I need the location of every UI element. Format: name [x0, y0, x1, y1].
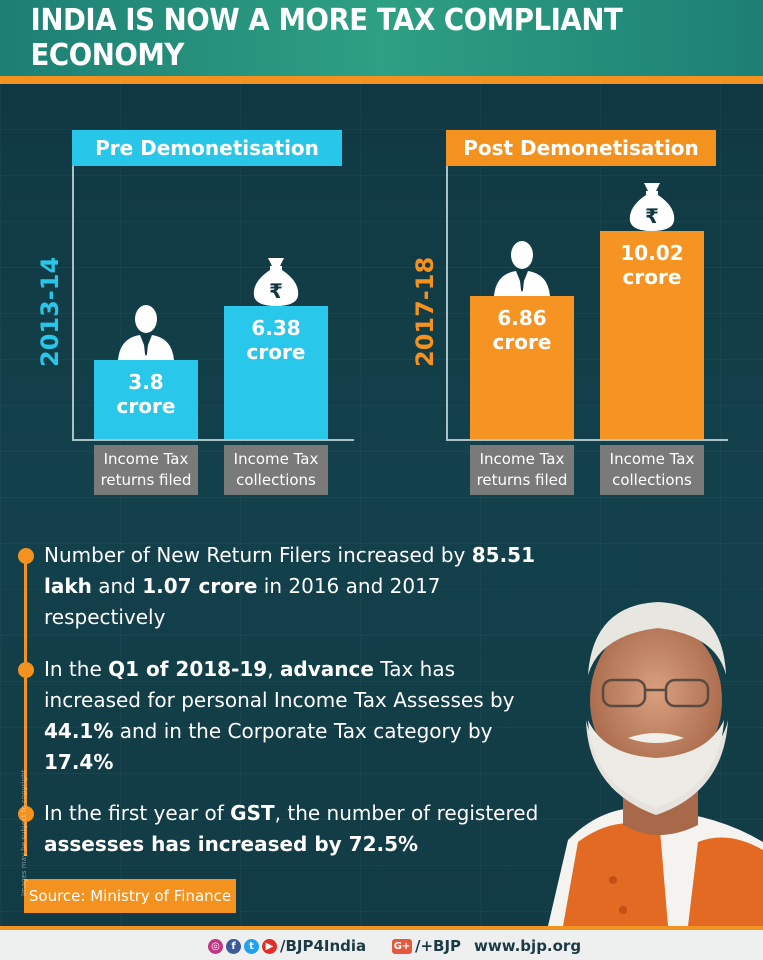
category-text: Income Tax returns filed — [101, 449, 192, 491]
post-chart-y-axis — [446, 166, 448, 440]
bullet-segment: Tax has increased for personal Income Ta… — [44, 657, 515, 712]
bullet-text: In the first year of GST, the number of … — [44, 798, 544, 860]
header-divider — [0, 76, 763, 84]
bullet-timeline — [24, 556, 27, 856]
facebook-icon[interactable]: f — [226, 938, 241, 954]
source-note: Source: Ministry of Finance — [24, 879, 236, 913]
bullet-segment: In the — [44, 657, 109, 681]
bullet-segment: and in the Corporate Tax category by — [113, 719, 493, 743]
instagram-icon[interactable]: ◎ — [208, 938, 223, 954]
page-title: INDIA IS NOW A MORE TAX COMPLIANT ECONOM… — [30, 3, 623, 73]
category-line: collections — [236, 471, 316, 489]
category-line: returns filed — [476, 471, 568, 489]
pre-chart-y-axis — [72, 166, 74, 440]
money-bag-icon: ₹ — [250, 256, 302, 310]
pre-bar-returns-filed — [94, 359, 198, 439]
category-text: Income Tax collections — [234, 449, 319, 491]
svg-text:₹: ₹ — [645, 204, 659, 228]
post-demonetisation-title: Post Demonetisation — [446, 130, 716, 166]
bullet-highlight: 1.07 crore — [142, 574, 258, 598]
pre-category-label: Income Tax returns filed — [94, 445, 198, 495]
person-icon — [492, 240, 552, 300]
handle-text[interactable]: /BJP4India — [280, 937, 367, 955]
bullet-dot — [18, 662, 34, 678]
category-line: returns filed — [100, 471, 192, 489]
social-handle[interactable]: ◎ f t ▶ /BJP4India — [208, 936, 366, 956]
post-bar-collections — [600, 230, 704, 439]
person-icon — [116, 304, 176, 364]
pre-bar-collections — [224, 306, 328, 439]
post-value-label: 10.02 crore — [600, 241, 704, 289]
bullet-highlight: advance — [279, 657, 374, 681]
bullet-segment: and — [91, 574, 143, 598]
bullet-segment: Number of New Return Filers increased by — [44, 543, 472, 567]
gplus-link[interactable]: G+ /+BJP — [392, 936, 461, 956]
youtube-icon[interactable]: ▶ — [262, 938, 277, 954]
bullet-highlight: Q1 of 2018-19 — [108, 657, 268, 681]
category-line: collections — [612, 471, 692, 489]
value-label-line: crore — [246, 340, 306, 365]
footer-divider — [0, 926, 763, 930]
value-label-line: crore — [116, 393, 176, 418]
category-text: Income Tax returns filed — [477, 449, 568, 491]
website-link[interactable]: www.bjp.org — [474, 937, 582, 955]
pre-value-label: 6.38 crore — [224, 316, 328, 364]
bullet-dot — [18, 806, 34, 822]
post-category-label: Income Tax returns filed — [470, 445, 574, 495]
bullet-text: Number of New Return Filers increased by… — [44, 540, 544, 633]
copyright-note: Images may be subject to copyright — [20, 769, 28, 896]
value-label-line: crore — [622, 264, 682, 289]
category-line: Income Tax — [479, 450, 565, 468]
bullet-text: In the Q1 of 2018-19, advance Tax has in… — [44, 654, 544, 778]
bullet-highlight: 44.1% — [44, 719, 114, 743]
bullet-segment: in 2016 and 2017 respectively — [44, 574, 441, 629]
value-label-line: crore — [492, 330, 552, 355]
post-bar-returns-filed — [470, 296, 574, 439]
gplus-text[interactable]: /+BJP — [415, 937, 462, 955]
google-plus-icon[interactable]: G+ — [392, 938, 412, 954]
bullet-dot — [18, 548, 34, 564]
bullet-highlight: assesses has increased by 72.5% — [44, 832, 419, 856]
category-line: Income Tax — [233, 450, 319, 468]
bullet-segment: , the number of registered — [274, 801, 539, 825]
money-bag-icon: ₹ — [626, 181, 678, 235]
bullet-highlight: 17.4% — [44, 750, 114, 774]
pre-chart-baseline — [72, 439, 354, 441]
category-line: Income Tax — [609, 450, 695, 468]
footer-bar — [0, 930, 763, 960]
bullet-highlight: 85.51 lakh — [44, 543, 536, 598]
pre-value-label: 3.8 crore — [94, 370, 198, 418]
bullet-highlight: GST — [230, 801, 275, 825]
bullet-segment: In the first year of — [44, 801, 231, 825]
svg-text:₹: ₹ — [269, 279, 283, 303]
pre-category-label: Income Tax collections — [224, 445, 328, 495]
post-category-label: Income Tax collections — [600, 445, 704, 495]
category-text: Income Tax collections — [610, 449, 695, 491]
twitter-icon[interactable]: t — [244, 938, 259, 954]
leader-portrait — [548, 602, 763, 926]
bullet-segment: , — [267, 657, 280, 681]
header-banner — [0, 0, 763, 76]
pre-demonetisation-title: Pre Demonetisation — [72, 130, 342, 166]
post-value-label: 6.86 crore — [470, 306, 574, 354]
value-label-line: 10.02 — [620, 240, 684, 265]
value-label-line: 3.8 — [128, 369, 164, 394]
post-chart-baseline — [446, 439, 728, 441]
category-line: Income Tax — [103, 450, 189, 468]
value-label-line: 6.86 — [497, 306, 547, 331]
value-label-line: 6.38 — [251, 316, 301, 341]
